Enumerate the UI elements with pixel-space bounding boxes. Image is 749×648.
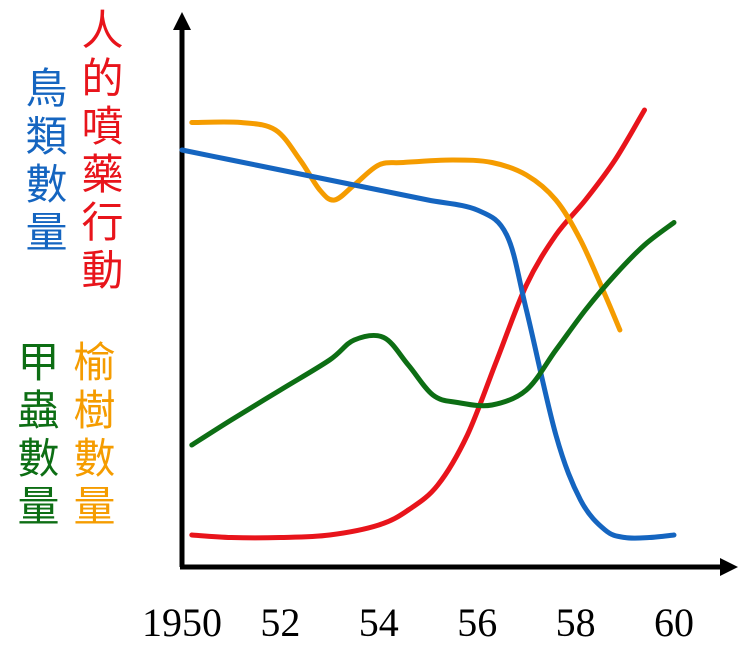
series-line-1: [189, 107, 647, 541]
legend-label-beetles: 甲蟲數量: [11, 340, 60, 532]
x-tick-label: 52: [260, 600, 300, 645]
x-tick-label: 58: [556, 600, 596, 645]
legend-label-birds: 鳥類數量: [19, 66, 68, 258]
legend-label-spraying: 人的噴藥行動: [75, 8, 124, 296]
series-line-3: [189, 119, 623, 333]
series-line-0: [179, 147, 677, 541]
y-axis-arrow-icon: [173, 12, 191, 30]
legend-label-elms: 榆樹數量: [67, 340, 116, 532]
x-axis-arrow-icon: [720, 558, 738, 576]
x-tick-label: 56: [457, 600, 497, 645]
x-tick-label: 60: [654, 600, 694, 645]
x-tick-label: 54: [359, 600, 399, 645]
series-line-2: [189, 220, 677, 448]
x-tick-label: 1950: [142, 600, 222, 645]
